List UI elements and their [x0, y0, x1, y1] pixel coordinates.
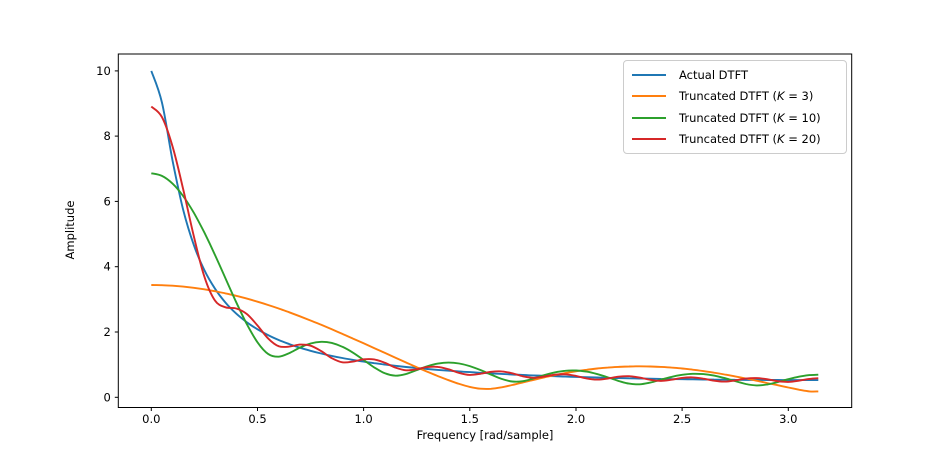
x-tick-label: 3.0: [779, 412, 797, 426]
legend-item-truncated-k3: Truncated DTFT (K = 3): [632, 86, 838, 108]
legend-item-truncated-k10: Truncated DTFT (K = 10): [632, 107, 838, 129]
axes-spines: [117, 53, 853, 408]
legend: Actual DTFT Truncated DTFT (K = 3) Trunc…: [623, 60, 847, 154]
y-tick-label: 8: [103, 129, 110, 143]
x-tick-label: 1.5: [461, 412, 479, 426]
legend-item-actual-dtft: Actual DTFT: [632, 64, 838, 86]
y-tick-label: 0: [103, 390, 110, 404]
y-axis-label: Amplitude: [63, 200, 77, 260]
x-tick-label: 2.0: [567, 412, 585, 426]
legend-line-swatch: [632, 73, 666, 76]
y-tick-label: 6: [103, 194, 110, 208]
legend-label: Truncated DTFT (K = 20): [679, 132, 821, 147]
legend-label: Actual DTFT: [679, 67, 748, 82]
legend-line-swatch: [632, 116, 666, 119]
x-tick-label: 2.5: [673, 412, 691, 426]
legend-line-swatch: [632, 138, 666, 141]
y-tick-label: 10: [96, 64, 111, 78]
y-tick-label: 2: [103, 325, 110, 339]
legend-item-truncated-k20: Truncated DTFT (K = 20): [632, 129, 838, 151]
series-line: [150, 105, 819, 383]
y-tick-label: 4: [103, 260, 110, 274]
legend-label: Truncated DTFT (K = 3): [679, 89, 814, 104]
series-line: [151, 172, 819, 387]
x-tick-label: 0.0: [142, 412, 160, 426]
x-axis-label: Frequency [rad/sample]: [416, 428, 554, 442]
legend-label: Truncated DTFT (K = 10): [679, 110, 821, 125]
x-tick-label: 1.0: [354, 412, 372, 426]
series-line: [151, 284, 819, 393]
legend-line-swatch: [632, 95, 666, 98]
x-tick-label: 0.5: [248, 412, 266, 426]
